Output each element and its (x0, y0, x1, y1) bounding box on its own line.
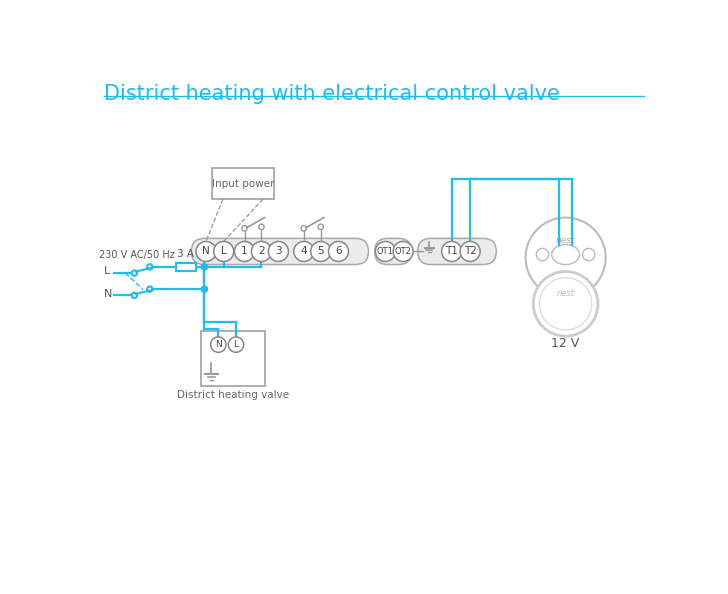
Text: 12 V: 12 V (552, 337, 579, 350)
Text: nest: nest (556, 236, 575, 245)
FancyBboxPatch shape (201, 331, 265, 386)
Text: Input power: Input power (212, 179, 274, 189)
Circle shape (269, 241, 288, 261)
Text: nest: nest (557, 289, 574, 298)
Circle shape (132, 270, 137, 276)
Circle shape (132, 293, 137, 298)
Text: 3: 3 (275, 247, 282, 257)
Text: T2: T2 (464, 247, 477, 257)
Circle shape (251, 241, 272, 261)
Circle shape (526, 217, 606, 298)
Text: 1: 1 (241, 247, 248, 257)
Text: OT2: OT2 (395, 247, 411, 256)
Circle shape (582, 248, 595, 261)
FancyBboxPatch shape (375, 238, 411, 264)
Text: L: L (234, 340, 239, 349)
Circle shape (147, 264, 152, 270)
Circle shape (376, 241, 395, 261)
Text: N: N (103, 289, 112, 299)
Text: L: L (103, 266, 110, 276)
Text: T1: T1 (446, 247, 458, 257)
Circle shape (147, 286, 152, 292)
Text: 2: 2 (258, 247, 265, 257)
Circle shape (202, 286, 207, 292)
Circle shape (242, 226, 248, 231)
Text: District heating valve: District heating valve (177, 390, 289, 400)
Text: 5: 5 (317, 247, 324, 257)
Text: N: N (202, 247, 210, 257)
Circle shape (318, 224, 323, 229)
Circle shape (210, 337, 226, 352)
Circle shape (214, 241, 234, 261)
Text: 230 V AC/50 Hz: 230 V AC/50 Hz (99, 250, 175, 260)
Circle shape (537, 248, 549, 261)
Circle shape (442, 241, 462, 261)
FancyBboxPatch shape (212, 168, 274, 199)
FancyBboxPatch shape (418, 238, 496, 264)
Circle shape (393, 241, 414, 261)
Circle shape (539, 277, 592, 330)
Text: District heating with electrical control valve: District heating with electrical control… (103, 84, 560, 103)
Text: N: N (215, 340, 222, 349)
Text: 6: 6 (335, 247, 341, 257)
Circle shape (234, 241, 255, 261)
Circle shape (229, 337, 244, 352)
Ellipse shape (552, 245, 579, 264)
FancyBboxPatch shape (176, 263, 196, 271)
Text: L: L (221, 247, 226, 257)
Text: OT1: OT1 (377, 247, 394, 256)
Circle shape (258, 224, 264, 229)
FancyBboxPatch shape (191, 238, 368, 264)
Circle shape (460, 241, 480, 261)
Text: 3 A: 3 A (177, 249, 194, 259)
Text: 4: 4 (301, 247, 307, 257)
Circle shape (311, 241, 331, 261)
Circle shape (202, 264, 207, 270)
Circle shape (533, 271, 598, 336)
Circle shape (328, 241, 349, 261)
Circle shape (301, 226, 306, 231)
Circle shape (196, 241, 216, 261)
Circle shape (294, 241, 314, 261)
